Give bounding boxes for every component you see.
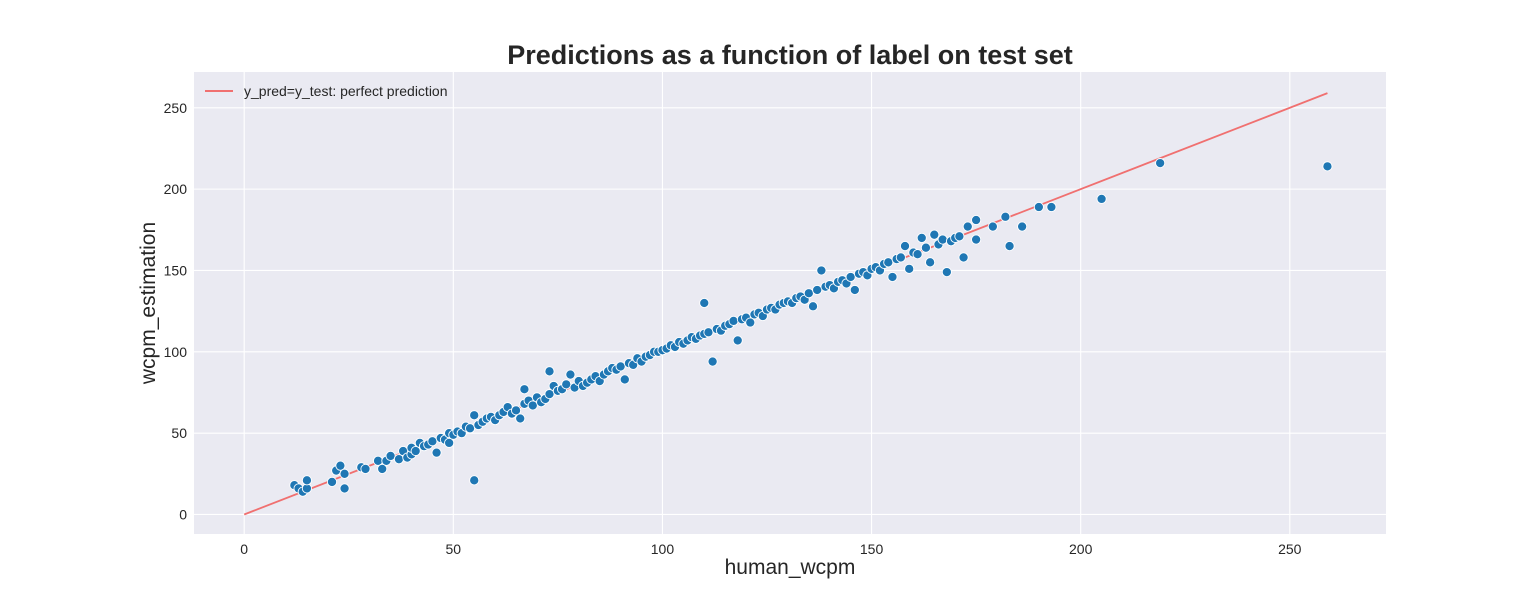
- y-tick-label: 50: [171, 425, 187, 441]
- data-point: [1033, 201, 1044, 213]
- y-tick-labels: 0 50 100 150 200 250: [164, 100, 188, 523]
- data-point: [519, 384, 530, 395]
- data-point: [845, 271, 856, 283]
- data-point: [728, 315, 739, 326]
- data-points: [289, 158, 1333, 497]
- data-point: [971, 234, 982, 245]
- data-point: [812, 284, 823, 296]
- x-tick-label: 250: [1278, 541, 1302, 557]
- data-point: [339, 468, 350, 479]
- data-point: [544, 366, 555, 377]
- data-point: [887, 271, 898, 283]
- grid: [194, 72, 1386, 534]
- data-point: [699, 297, 710, 309]
- data-point: [745, 317, 756, 328]
- data-point: [385, 450, 396, 461]
- data-point: [561, 379, 572, 390]
- data-point: [916, 232, 927, 243]
- data-point: [971, 214, 982, 226]
- data-point: [360, 463, 371, 474]
- y-tick-label: 150: [164, 262, 188, 278]
- data-point: [510, 405, 522, 416]
- data-point: [1322, 161, 1333, 172]
- data-point: [410, 445, 421, 457]
- data-point: [515, 413, 526, 424]
- data-point: [469, 410, 480, 421]
- data-point: [732, 335, 743, 346]
- data-point: [431, 447, 442, 458]
- x-tick-label: 150: [860, 541, 884, 557]
- data-point: [920, 242, 931, 253]
- data-point: [464, 423, 476, 434]
- y-axis-label: wcpm_estimation: [137, 222, 160, 385]
- data-point: [615, 361, 626, 372]
- data-point: [301, 475, 312, 486]
- data-point: [895, 252, 906, 263]
- y-tick-label: 200: [164, 181, 188, 197]
- data-point: [987, 221, 998, 232]
- data-point: [427, 436, 438, 447]
- data-point: [929, 229, 940, 240]
- data-point: [619, 374, 630, 385]
- y-tick-label: 100: [164, 344, 188, 360]
- data-point: [1000, 211, 1011, 222]
- x-tick-label: 50: [446, 541, 462, 557]
- data-point: [339, 483, 350, 494]
- data-point: [469, 475, 480, 486]
- chart-title: Predictions as a function of label on te…: [507, 40, 1073, 70]
- data-point: [941, 267, 952, 278]
- data-point: [816, 265, 827, 276]
- x-tick-labels: 0 50 100 150 200 250: [240, 541, 1301, 557]
- data-point: [326, 476, 338, 487]
- data-point: [962, 221, 973, 232]
- data-point: [335, 460, 346, 471]
- data-point: [703, 327, 714, 338]
- data-point: [937, 234, 948, 245]
- data-point: [1096, 193, 1107, 204]
- data-point: [807, 301, 819, 312]
- y-tick-label: 0: [179, 506, 187, 522]
- data-point: [1017, 221, 1028, 232]
- data-point: [803, 288, 814, 299]
- data-point: [904, 263, 915, 274]
- data-point: [1046, 201, 1057, 213]
- x-tick-label: 0: [240, 541, 248, 557]
- data-point: [883, 257, 894, 268]
- data-point: [377, 463, 388, 474]
- y-tick-label: 250: [164, 100, 188, 116]
- data-point: [565, 369, 576, 380]
- data-point: [849, 284, 860, 296]
- x-tick-label: 100: [651, 541, 675, 557]
- data-point: [925, 257, 936, 268]
- x-tick-label: 200: [1069, 541, 1093, 557]
- legend: y_pred=y_test: perfect prediction: [205, 83, 448, 99]
- data-point: [1004, 241, 1015, 252]
- data-point: [899, 241, 911, 252]
- data-point: [958, 252, 969, 263]
- data-point: [707, 356, 718, 367]
- data-point: [444, 437, 455, 448]
- data-point: [912, 249, 923, 260]
- data-point: [1155, 158, 1166, 169]
- x-axis-label: human_wcpm: [725, 556, 856, 579]
- legend-label: y_pred=y_test: perfect prediction: [244, 83, 448, 99]
- data-point: [954, 231, 965, 242]
